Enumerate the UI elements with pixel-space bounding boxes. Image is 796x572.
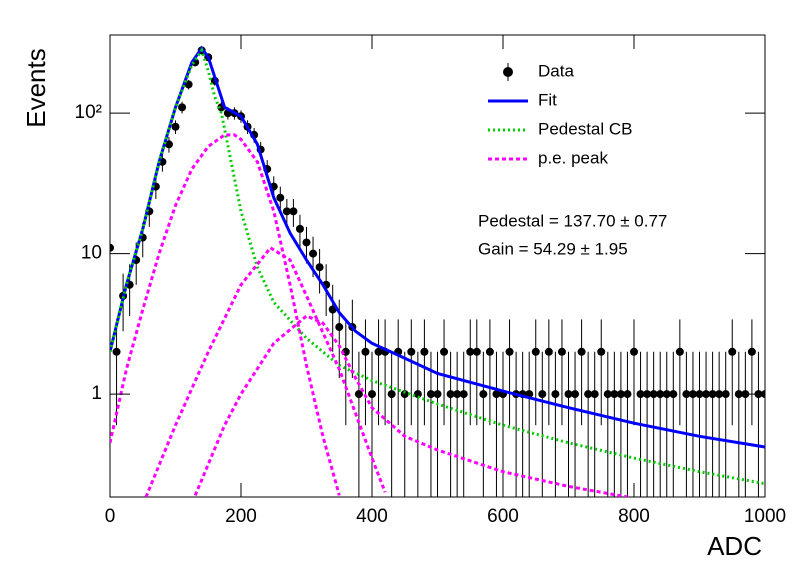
data-point <box>289 207 298 216</box>
data-point <box>302 238 311 247</box>
x-tick-label: 800 <box>618 506 650 527</box>
data-point <box>335 323 344 332</box>
data-point <box>544 347 553 356</box>
curve <box>110 133 341 496</box>
data-point <box>538 390 547 399</box>
data-point <box>282 207 291 216</box>
annotation: Gain = 54.29 ± 1.95 <box>478 239 628 258</box>
data-point <box>675 347 684 356</box>
data-point <box>551 390 560 399</box>
data-point <box>662 390 671 399</box>
data-point <box>164 140 173 149</box>
data-point <box>649 390 658 399</box>
data-point <box>466 347 475 356</box>
data-point <box>616 390 625 399</box>
data-point <box>446 390 455 399</box>
annotation: Pedestal = 137.70 ± 0.77 <box>478 211 667 230</box>
data-point <box>440 347 449 356</box>
data-point <box>472 347 481 356</box>
plot-area <box>110 45 765 497</box>
data-point <box>315 263 324 272</box>
data-point <box>584 390 593 399</box>
legend-marker <box>503 67 513 77</box>
data-point <box>695 390 704 399</box>
data-point <box>453 390 462 399</box>
legend-label: Fit <box>538 90 557 109</box>
data-point <box>361 347 370 356</box>
data-point <box>603 390 612 399</box>
data-point <box>387 390 396 399</box>
curve <box>110 45 765 449</box>
data-point <box>728 347 737 356</box>
data-point <box>682 390 691 399</box>
data-point <box>426 390 435 399</box>
data-point <box>407 347 416 356</box>
x-tick-label: 1000 <box>744 506 786 527</box>
curve <box>144 245 387 497</box>
data-point <box>295 224 304 233</box>
data-point <box>112 347 121 356</box>
x-axis-title: ADC <box>707 531 762 561</box>
data-point <box>171 122 180 131</box>
data-point <box>669 390 678 399</box>
data-point <box>485 347 494 356</box>
data-point <box>577 347 586 356</box>
data-point <box>708 390 717 399</box>
curve <box>193 314 628 497</box>
x-tick-label: 400 <box>356 506 388 527</box>
y-tick-label: 1 <box>91 383 102 404</box>
data-point <box>479 390 488 399</box>
data-point <box>630 347 638 356</box>
data-point <box>715 390 724 399</box>
data-point <box>597 347 606 356</box>
data-point <box>734 390 743 399</box>
data-point <box>623 390 632 399</box>
legend-label: Data <box>538 61 574 80</box>
curve <box>110 46 765 486</box>
data-point <box>702 390 711 399</box>
data-point <box>368 390 376 399</box>
data-point <box>656 390 665 399</box>
data-point <box>400 390 409 399</box>
data-point <box>178 103 187 112</box>
data-point <box>636 390 645 399</box>
data-point <box>721 390 730 399</box>
data-point <box>571 390 580 399</box>
data-point <box>110 243 114 252</box>
legend-label: p.e. peak <box>538 148 608 167</box>
data-point <box>643 390 652 399</box>
data-point <box>354 390 363 399</box>
data-point <box>309 249 318 258</box>
data-point <box>747 347 756 356</box>
data-point <box>276 193 285 202</box>
data-point <box>413 390 422 399</box>
data-point <box>564 390 573 399</box>
data-point <box>492 390 501 399</box>
data-point <box>420 347 429 356</box>
data-point <box>590 390 599 399</box>
x-tick-label: 600 <box>487 506 519 527</box>
data-point <box>459 390 468 399</box>
y-axis-title: Events <box>21 48 51 128</box>
data-point <box>688 390 697 399</box>
data-point <box>610 390 619 399</box>
data-point <box>374 347 383 356</box>
y-tick-label: 10² <box>75 102 102 123</box>
y-tick-label: 10 <box>81 243 102 264</box>
data-point <box>557 347 566 356</box>
x-tick-label: 0 <box>105 506 116 527</box>
data-point <box>433 390 442 399</box>
x-tick-label: 200 <box>225 506 257 527</box>
legend-label: Pedestal CB <box>538 119 633 138</box>
data-point <box>531 347 540 356</box>
data-point <box>505 347 514 356</box>
